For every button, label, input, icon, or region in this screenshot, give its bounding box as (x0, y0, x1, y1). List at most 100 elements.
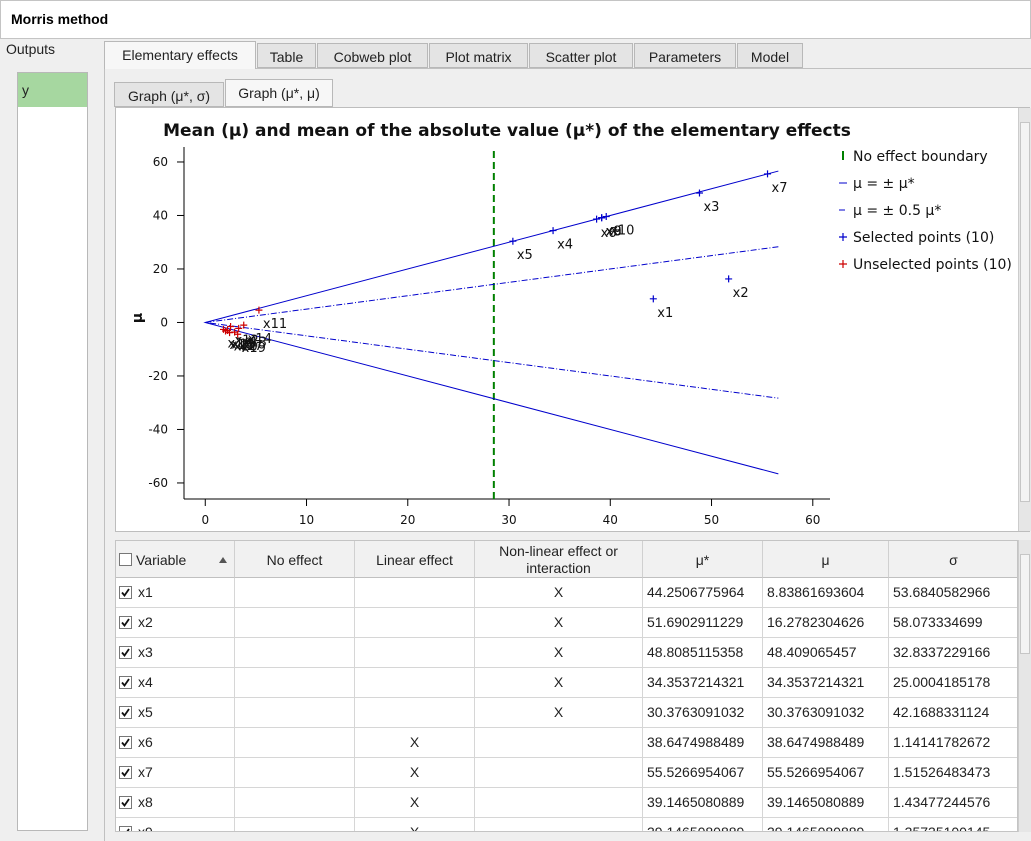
subtab-label: Graph (μ*, μ) (238, 85, 320, 101)
table-cell (355, 668, 475, 698)
table-cell: X (355, 758, 475, 788)
numeric-value: 53.6840582966 (893, 584, 991, 600)
table-cell (235, 818, 355, 831)
table-cell: 38.6474988489 (763, 728, 889, 758)
table-cell: 51.6902911229 (643, 608, 763, 638)
point (649, 295, 657, 303)
tab-label: Table (269, 49, 304, 65)
checkbox[interactable] (119, 553, 132, 566)
column-header[interactable]: Linear effect (355, 541, 475, 578)
point-label: x16 (227, 336, 251, 351)
table-cell[interactable]: x6 (116, 728, 235, 758)
checkbox[interactable] (119, 646, 132, 659)
column-header[interactable]: Variable (116, 541, 235, 578)
table-cell (475, 788, 643, 818)
column-header[interactable]: μ (763, 541, 889, 578)
checkbox[interactable] (119, 736, 132, 749)
checkbox[interactable] (119, 616, 132, 629)
column-header[interactable]: μ* (643, 541, 763, 578)
legend-label: μ = ± μ* (853, 176, 915, 192)
checkbox[interactable] (119, 826, 132, 832)
column-header-label: Linear effect (376, 552, 453, 568)
column-header-label: σ (949, 552, 958, 568)
point-label: x9 (606, 225, 622, 240)
checkbox[interactable] (119, 586, 132, 599)
scrollbar[interactable] (1018, 540, 1031, 832)
table-cell: X (355, 818, 475, 831)
y-tick-label: 20 (153, 262, 168, 276)
column-header[interactable]: σ (889, 541, 1017, 578)
tab[interactable]: Cobweb plot (317, 43, 428, 68)
point-label: x5 (517, 248, 533, 263)
scrollbar-handle[interactable] (1020, 122, 1030, 502)
numeric-value: 32.8337229166 (893, 644, 991, 660)
checkbox[interactable] (119, 676, 132, 689)
variable-name: x5 (138, 704, 153, 720)
x-tick-label: 40 (603, 513, 618, 527)
table-cell[interactable]: x7 (116, 758, 235, 788)
point-label: x7 (772, 181, 788, 196)
numeric-value: 42.1688331124 (893, 704, 990, 720)
numeric-value: 30.3763091032 (767, 704, 865, 720)
point (255, 306, 263, 314)
results-table: Variable No effect Linear effect Non-linear… (115, 540, 1018, 832)
point (764, 170, 772, 178)
tab[interactable]: Elementary effects (104, 41, 256, 69)
table-cell[interactable]: x5 (116, 698, 235, 728)
table-cell (355, 578, 475, 608)
tab[interactable]: Parameters (634, 43, 736, 68)
table-cell: X (355, 728, 475, 758)
table-cell (475, 818, 643, 831)
point (235, 324, 243, 332)
tab-label: Plot matrix (445, 49, 512, 65)
y-tick-label: 0 (160, 315, 168, 329)
variable-name: x1 (138, 584, 153, 600)
numeric-value: 30.3763091032 (647, 704, 745, 720)
legend-label: Unselected points (10) (853, 257, 1012, 273)
tab[interactable]: Table (257, 43, 316, 68)
subtab[interactable]: Graph (μ*, μ) (225, 79, 333, 107)
column-header-label: Variable (136, 552, 187, 568)
checkbox-box (119, 553, 132, 566)
subtab[interactable]: Graph (μ*, σ) (114, 82, 224, 107)
point-label: x6 (601, 226, 617, 241)
column-header[interactable]: Non-linear effect or interaction (475, 541, 643, 578)
scrollbar[interactable] (1018, 108, 1031, 531)
table-cell: 1.14141782672 (889, 728, 1017, 758)
checkbox[interactable] (119, 766, 132, 779)
numeric-value: 1.51526483473 (893, 764, 991, 780)
table-cell[interactable]: x9 (116, 818, 235, 832)
table-cell: 8.83861693604 (763, 578, 889, 608)
numeric-value: 16.2782304626 (767, 614, 865, 630)
subtab-label: Graph (μ*, σ) (127, 88, 211, 104)
numeric-value: 34.3537214321 (767, 674, 865, 690)
sort-indicator (219, 557, 227, 563)
scrollbar-handle[interactable] (1020, 554, 1030, 654)
variable-name: x3 (138, 644, 153, 660)
checkbox[interactable] (119, 796, 132, 809)
table-cell: 32.8337229166 (889, 638, 1017, 668)
checkbox[interactable] (119, 706, 132, 719)
table-cell[interactable]: x3 (116, 638, 235, 668)
checkmark (121, 768, 130, 777)
tab[interactable]: Scatter plot (529, 43, 633, 68)
table-cell[interactable]: x2 (116, 608, 235, 638)
table-cell[interactable]: x1 (116, 578, 235, 608)
column-header[interactable]: No effect (235, 541, 355, 578)
checkmark (121, 798, 130, 807)
table-cell[interactable]: x4 (116, 668, 235, 698)
table-cell (475, 728, 643, 758)
column-header-label: No effect (266, 552, 323, 568)
point (598, 214, 606, 222)
numeric-value: 39.1465080889 (767, 794, 865, 810)
tab[interactable]: Plot matrix (429, 43, 528, 68)
tab[interactable]: Model (737, 43, 803, 68)
column-header-label: μ (821, 552, 830, 568)
table-cell (235, 608, 355, 638)
variable-name: x2 (138, 614, 153, 630)
table-cell: X (475, 638, 643, 668)
legend-label: Selected points (10) (853, 230, 994, 246)
x-tick-label: 50 (704, 513, 719, 527)
table-cell[interactable]: x8 (116, 788, 235, 818)
output-item[interactable]: y (18, 73, 87, 107)
